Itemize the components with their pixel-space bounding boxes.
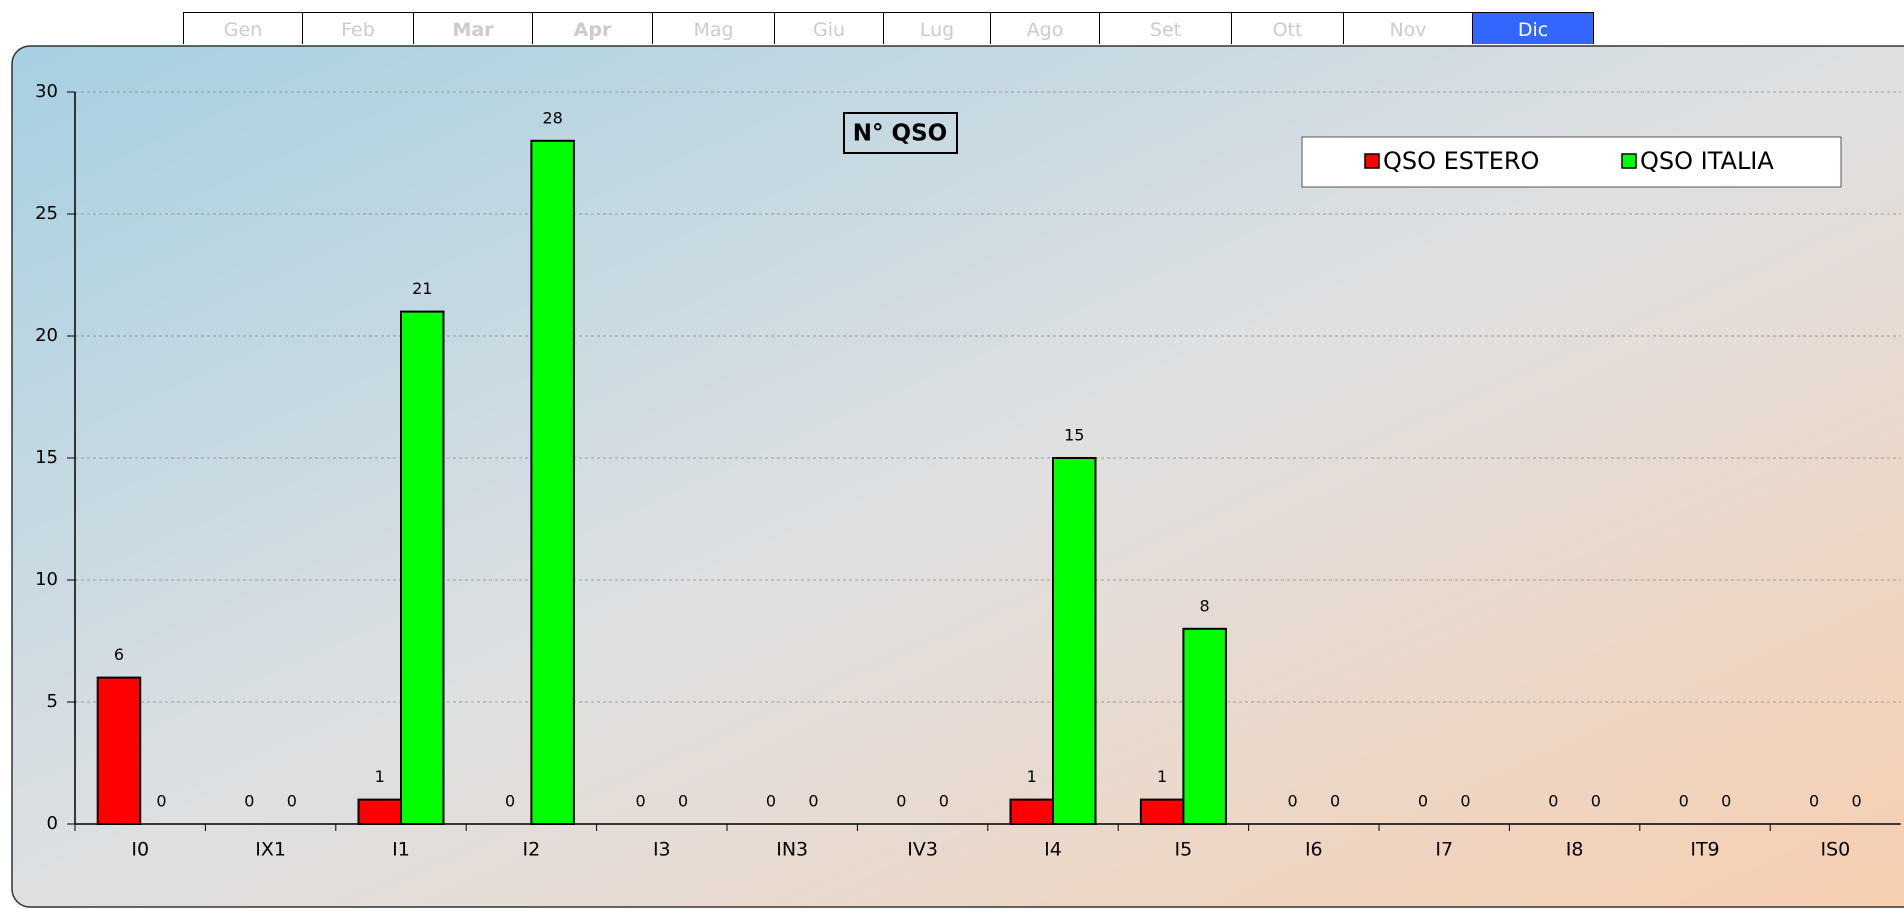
x-tick-label: I8 [1566, 839, 1584, 861]
x-tick-label: I2 [523, 839, 541, 861]
bar [400, 310, 445, 826]
month-tabs: Gen Feb Mar Apr Mag Giu Lug Ago Set Ott Nov Dic [183, 12, 1594, 45]
data-label: 0 [1418, 792, 1428, 811]
data-label: 0 [156, 792, 166, 811]
data-label: 0 [635, 792, 645, 811]
month-tab[interactable]: Gen [183, 12, 302, 44]
data-label: 15 [1064, 426, 1084, 445]
data-label: 0 [244, 792, 254, 811]
x-tick-label: IT9 [1690, 839, 1719, 861]
data-label: 8 [1200, 596, 1210, 615]
bar [1139, 798, 1185, 825]
bar [96, 676, 142, 825]
title-box [843, 112, 958, 154]
month-tab[interactable]: Giu [774, 12, 883, 44]
chart-panel [11, 45, 1904, 908]
y-tick-label: 25 [35, 203, 58, 224]
y-tick-label: 10 [35, 569, 58, 590]
data-label: 6 [114, 645, 124, 664]
x-tick-label: IV3 [907, 839, 938, 861]
x-tick-label: IN3 [776, 839, 808, 861]
data-label: 0 [1852, 792, 1862, 811]
data-label: 1 [1027, 767, 1037, 786]
data-label: 1 [1157, 767, 1167, 786]
y-tick-label: 0 [47, 813, 58, 834]
month-tab[interactable]: Mar [413, 12, 532, 44]
data-label: 0 [287, 792, 297, 811]
data-label: 0 [1809, 792, 1819, 811]
data-label: 0 [1679, 792, 1689, 811]
x-tick-label: IS0 [1821, 839, 1851, 861]
month-tab[interactable]: Ott [1231, 12, 1343, 44]
data-label: 0 [678, 792, 688, 811]
data-label: 0 [1330, 792, 1340, 811]
month-tab[interactable]: Feb [302, 12, 413, 44]
bar [1052, 457, 1097, 825]
y-tick-label: 20 [35, 325, 58, 346]
data-label: 0 [766, 792, 776, 811]
x-tick-label: I0 [131, 839, 149, 861]
x-tick-label: I1 [392, 839, 410, 861]
month-tab[interactable]: Mag [652, 12, 774, 44]
data-label: 0 [1591, 792, 1601, 811]
bar [1009, 798, 1054, 825]
data-label: 0 [808, 792, 818, 811]
legend-swatch [1364, 153, 1380, 169]
data-label: 0 [896, 792, 906, 811]
legend-swatch [1621, 153, 1637, 169]
y-tick-label: 15 [35, 447, 58, 468]
data-label: 0 [1287, 792, 1297, 811]
x-tick-label: I3 [653, 839, 671, 861]
data-label: 0 [1721, 792, 1731, 811]
data-label: 21 [412, 279, 432, 298]
legend-label: QSO ESTERO [1383, 147, 1539, 175]
legend-box [1301, 136, 1842, 188]
bar [530, 139, 575, 826]
x-tick-label: I6 [1305, 839, 1323, 861]
data-label: 0 [939, 792, 949, 811]
month-tab[interactable]: Apr [532, 12, 652, 44]
y-tick-label: 5 [47, 691, 58, 712]
month-tab[interactable]: Nov [1343, 12, 1472, 44]
y-tick-label: 30 [35, 81, 58, 102]
x-tick-label: I7 [1435, 839, 1453, 861]
month-tab[interactable]: Dic [1472, 12, 1594, 44]
data-label: 0 [505, 792, 515, 811]
legend-label: QSO ITALIA [1640, 147, 1774, 175]
chart-title: N° QSO [853, 121, 947, 147]
x-tick-label: I5 [1175, 839, 1193, 861]
data-label: 0 [1460, 792, 1470, 811]
data-label: 0 [1548, 792, 1558, 811]
bar [357, 798, 402, 825]
month-tab[interactable]: Lug [883, 12, 990, 44]
bar [1182, 627, 1227, 825]
x-tick-label: I4 [1044, 839, 1062, 861]
month-tab[interactable]: Ago [990, 12, 1099, 44]
month-tab[interactable]: Set [1099, 12, 1231, 44]
data-label: 1 [375, 767, 385, 786]
data-label: 28 [542, 108, 562, 127]
x-tick-label: IX1 [255, 839, 286, 861]
